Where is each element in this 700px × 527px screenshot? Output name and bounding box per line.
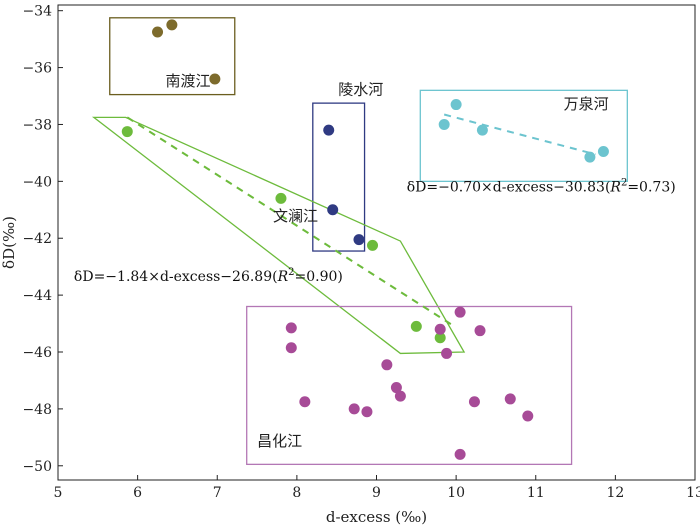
data-point xyxy=(299,396,311,408)
regression-equation: δD=−1.84×d-excess−26.89(R2=0.90) xyxy=(74,267,343,285)
x-tick-label: 5 xyxy=(54,485,63,501)
data-point xyxy=(209,73,221,85)
data-point xyxy=(454,306,466,318)
data-point xyxy=(468,396,480,408)
data-point xyxy=(476,124,488,136)
x-tick-label: 10 xyxy=(447,485,465,501)
data-point xyxy=(121,126,133,138)
data-point xyxy=(394,390,406,402)
data-point xyxy=(285,322,297,334)
x-tick-label: 12 xyxy=(606,485,624,501)
data-point xyxy=(438,118,450,130)
data-point xyxy=(275,192,287,204)
data-point xyxy=(504,393,516,405)
x-tick-label: 8 xyxy=(292,485,301,501)
axis-ticks: 5 6 7 8 9 10 11 12 13 −50 −48 −46 −44 −42 −40 −38 −36 −34 xyxy=(22,4,700,501)
y-axis-title: δD(‰) xyxy=(0,216,18,269)
data-point xyxy=(390,382,402,394)
y-tick-label: −46 xyxy=(22,345,52,361)
data-point xyxy=(434,323,446,335)
group-boxes xyxy=(91,17,628,466)
regression-equation: δD=−0.70×d-excess−30.83(R2=0.73) xyxy=(407,177,676,195)
y-tick-label: −48 xyxy=(22,402,52,418)
y-tick-label: −42 xyxy=(22,231,52,247)
group-label: 陵水河 xyxy=(338,81,383,99)
data-point xyxy=(434,332,446,344)
data-point xyxy=(381,359,393,371)
y-tick-label: −38 xyxy=(22,117,52,133)
data-point xyxy=(441,347,453,359)
y-tick-label: −44 xyxy=(22,288,52,304)
x-tick-label: 6 xyxy=(133,485,142,501)
data-point xyxy=(348,403,360,415)
trend-lines xyxy=(126,113,596,326)
data-point xyxy=(285,342,297,354)
group-box xyxy=(246,305,573,466)
data-points xyxy=(121,19,609,460)
y-tick-label: −40 xyxy=(22,174,52,190)
x-tick-label: 9 xyxy=(372,485,381,501)
x-tick-label: 11 xyxy=(527,485,545,501)
x-tick-label: 7 xyxy=(213,485,222,501)
group-box xyxy=(419,89,628,182)
y-tick-label: −50 xyxy=(22,459,52,475)
data-point xyxy=(522,410,534,422)
group-hull xyxy=(91,116,466,355)
x-tick-label: 13 xyxy=(686,485,700,501)
data-point xyxy=(353,234,365,246)
data-point xyxy=(584,151,596,163)
data-point xyxy=(450,99,462,111)
group-label: 万泉河 xyxy=(564,95,609,113)
data-point xyxy=(367,239,379,251)
group-box xyxy=(109,17,236,96)
data-point xyxy=(361,406,373,418)
data-point xyxy=(474,325,486,337)
y-tick-label: −34 xyxy=(22,4,52,20)
group-label: 昌化江 xyxy=(257,432,302,450)
data-point xyxy=(166,19,178,31)
y-tick-label: −36 xyxy=(22,61,52,77)
data-point xyxy=(454,448,466,460)
data-point xyxy=(410,320,422,332)
data-point xyxy=(152,26,164,38)
group-labels: 南渡江陵水河万泉河 δD=−0.70×d-excess−30.83(R2=0.73… xyxy=(74,72,676,450)
data-point xyxy=(597,145,609,157)
x-axis-title: d-excess (‰) xyxy=(326,508,427,526)
data-point xyxy=(327,204,339,216)
data-point xyxy=(323,124,335,136)
group-label: 南渡江 xyxy=(165,72,210,90)
trend-line xyxy=(443,113,596,156)
group-box xyxy=(312,102,366,252)
group-label: 文澜江 xyxy=(273,207,318,225)
